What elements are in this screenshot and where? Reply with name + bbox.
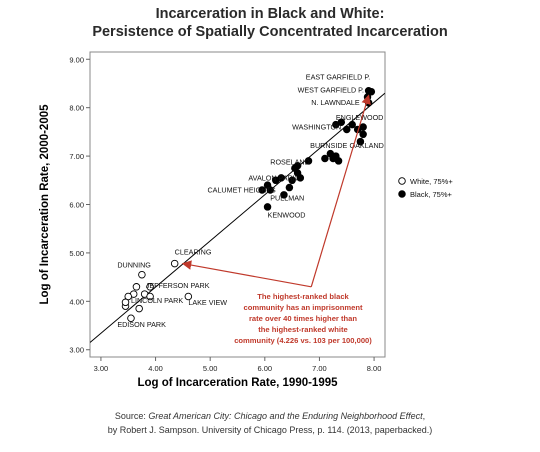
community-label: WASHINGTON (292, 122, 341, 131)
community-label: KENWOOD (268, 211, 306, 220)
annotation-text-line: The highest-ranked black (257, 292, 349, 301)
black-community-point (271, 176, 280, 185)
black-community-point (356, 137, 365, 146)
community-label: ENGLEWOOD (336, 113, 384, 122)
community-label: AVALON PARK (248, 173, 297, 182)
white-community-point (146, 292, 154, 301)
black-community-point (348, 120, 356, 129)
community-label: OAKLAND (349, 141, 383, 150)
community-label: EAST GARFIELD P. (306, 73, 370, 82)
black-community-point (343, 125, 351, 134)
community-label: LAKE VIEW (188, 298, 227, 307)
community-label: LINCOLN PARK (131, 296, 183, 305)
annotation-arrow-black (310, 94, 371, 287)
black-community-point (296, 174, 305, 182)
community-label: CALUMET HEIGHTS (207, 185, 275, 194)
white-community-point (121, 298, 130, 307)
black-community-point (263, 203, 272, 211)
annotation-text-line: community (4.226 vs. 103 per 100,000) (234, 336, 372, 345)
y-tick-label: 9.00 (69, 55, 84, 64)
source-line1: Source: Great American City: Chicago and… (0, 411, 540, 421)
white-community-point (184, 292, 193, 301)
y-tick-label: 8.00 (69, 104, 84, 113)
black-community-point (367, 87, 376, 96)
y-axis-label: Log of Incarceration Rate, 2000-2005 (39, 104, 51, 305)
legend-black-marker (398, 190, 406, 198)
annotation-text-line: rate over 40 times higher than (249, 314, 357, 323)
black-community-point (266, 186, 275, 194)
black-community-point (304, 157, 313, 165)
legend-white-marker (398, 177, 406, 185)
community-label: BURNSIDE (310, 141, 347, 150)
black-community-point (334, 157, 343, 165)
black-community-point (359, 130, 367, 139)
x-tick-label: 7.00 (312, 364, 327, 373)
white-community-point (146, 283, 154, 291)
community-label: DUNNING (117, 260, 151, 269)
x-axis-label: Log of Incarceration Rate, 1990-1995 (137, 377, 338, 389)
chart-title-line2: Persistence of Spatially Concentrated In… (92, 24, 448, 40)
y-tick-label: 4.00 (69, 297, 84, 306)
scatter-chart: 3.00 4.00 5.00 6.00 7.00 8.00 3.00 4.00 5.00 6.00… (39, 51, 453, 389)
annotation-text-line: community has an imprisonment (244, 303, 363, 312)
community-label: PULLMAN (270, 194, 304, 203)
community-label: EDISON PARK (117, 320, 166, 329)
source-line1-suffix: , (422, 411, 426, 421)
black-community-point (285, 183, 294, 192)
community-label: WEST GARFIELD P. (298, 86, 364, 95)
y-tick-label: 5.00 (69, 249, 84, 258)
annotation-text-line: the highest-ranked white (258, 325, 347, 334)
white-community-point (127, 314, 135, 323)
source-line2: by Robert J. Sampson. University of Chic… (107, 425, 433, 435)
chart-title-line1: Incarceration in Black and White: (155, 6, 385, 22)
annotation-arrow-white (181, 260, 312, 288)
x-tick-label: 3.00 (94, 364, 109, 373)
white-community-point (132, 283, 141, 291)
black-community-point (258, 186, 266, 194)
community-label: ROSELAND (270, 157, 310, 166)
community-label: N. LAWNDALE (311, 98, 360, 107)
source-prefix: Source: (114, 411, 149, 421)
fit-line (90, 92, 385, 343)
legend-entry-label: White, 75%+ (410, 177, 453, 186)
black-community-point (332, 120, 340, 129)
x-tick-label: 6.00 (258, 364, 273, 373)
community-label: JEFFERSON PARK (146, 281, 210, 290)
black-community-point (288, 176, 296, 185)
black-community-point (280, 191, 288, 199)
y-tick-label: 7.00 (69, 152, 84, 161)
source-book: Great American City: Chicago and the End… (148, 411, 423, 421)
y-tick-label: 3.00 (69, 346, 84, 355)
community-label: CLEARING (175, 247, 212, 256)
legend-entry-label: Black, 75%+ (410, 190, 453, 199)
black-community-point (359, 123, 367, 131)
white-community-point (135, 304, 143, 313)
x-tick-label: 4.00 (148, 364, 163, 373)
y-tick-label: 6.00 (69, 201, 84, 210)
x-tick-label: 5.00 (203, 364, 218, 373)
white-community-point (138, 270, 146, 279)
x-tick-label: 8.00 (367, 364, 382, 373)
white-community-point (170, 259, 179, 268)
black-community-point (321, 154, 329, 163)
